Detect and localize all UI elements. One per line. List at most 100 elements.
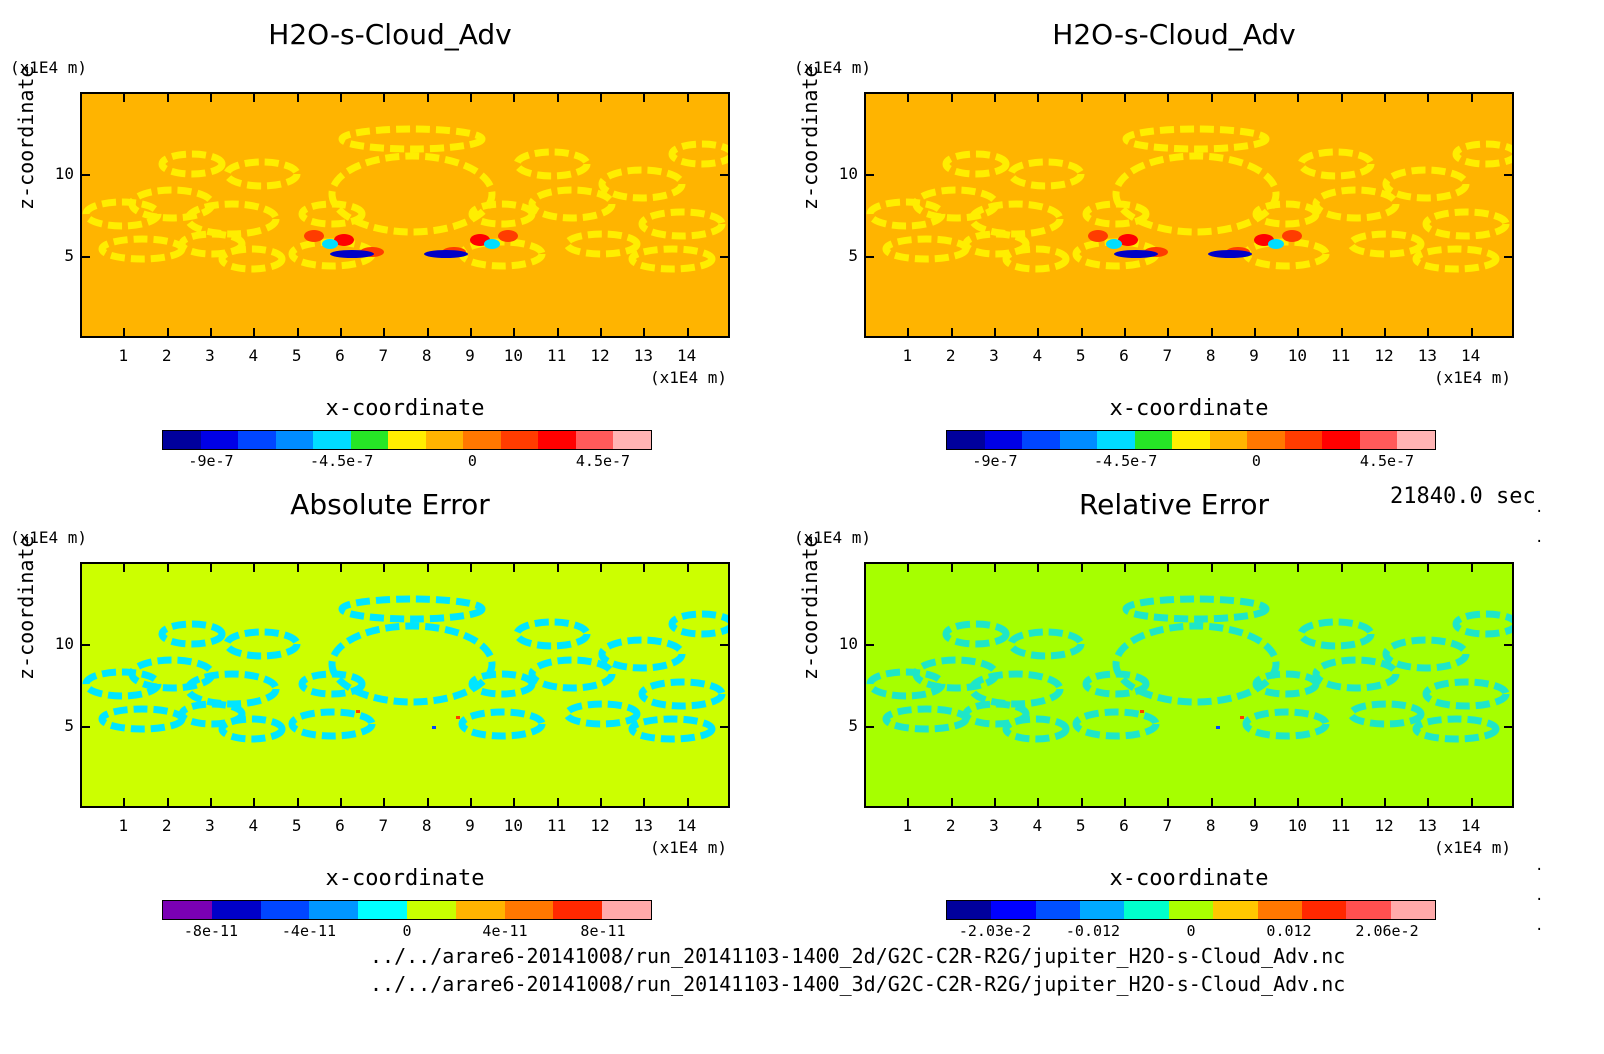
x-tick-label: 5 bbox=[291, 346, 302, 365]
y-tick bbox=[864, 644, 874, 646]
x-tick-top bbox=[513, 92, 516, 102]
y-unit-label: (x1E4 m) bbox=[10, 58, 88, 77]
colorbar-label: 8e-11 bbox=[580, 922, 626, 940]
x-tick-label: 2 bbox=[161, 816, 172, 835]
x-unit-label: (x1E4 m) bbox=[650, 368, 728, 387]
heatmap-contour bbox=[1252, 200, 1320, 228]
x-tick-top bbox=[1470, 92, 1473, 102]
x-tick bbox=[1167, 328, 1170, 338]
chart-title: H2O-s-Cloud_Adv bbox=[268, 18, 512, 51]
heatmap-contour bbox=[1007, 158, 1085, 190]
heatmap-contour bbox=[668, 140, 728, 168]
colorbar-swatch bbox=[1209, 431, 1248, 449]
colorbar-swatch bbox=[1247, 431, 1285, 449]
colorbar-label: -8e-11 bbox=[183, 922, 239, 940]
x-unit-label: (x1E4 m) bbox=[1434, 368, 1512, 387]
colorbar-label: -4.5e-7 bbox=[1094, 452, 1158, 470]
heatmap-contour bbox=[866, 668, 946, 700]
heatmap-extreme-cell bbox=[1208, 250, 1252, 258]
heatmap-extreme-cell bbox=[498, 230, 518, 242]
heatmap-contour bbox=[82, 198, 162, 230]
colorbar bbox=[946, 900, 1436, 920]
x-tick-top bbox=[1340, 92, 1343, 102]
axes: 1 2 3 4 5 6 7 8 9 10 11 12 13 14 5 10 bbox=[55, 92, 730, 365]
heatmap-contour bbox=[1347, 700, 1425, 728]
x-tick-top bbox=[907, 562, 910, 572]
x-tick-label: 14 bbox=[677, 346, 697, 365]
y-tick-right bbox=[720, 256, 730, 258]
heatmap-contour bbox=[338, 595, 486, 623]
x-tick-top bbox=[383, 92, 386, 102]
heatmap-contour bbox=[1412, 715, 1500, 743]
file-path-3d: ../../arare6-20141008/run_20141103-1400_… bbox=[370, 972, 1346, 996]
heatmap-contour bbox=[528, 656, 616, 692]
x-tick-label: 10 bbox=[503, 816, 523, 835]
x-tick-label: 7 bbox=[378, 816, 389, 835]
x-tick bbox=[513, 328, 516, 338]
x-tick bbox=[1167, 798, 1170, 808]
marker-dot: . bbox=[1535, 918, 1544, 934]
x-tick-top bbox=[123, 562, 126, 572]
x-tick bbox=[210, 798, 212, 808]
y-tick-label: 5 bbox=[64, 716, 74, 735]
x-tick-label: 14 bbox=[677, 816, 697, 835]
plot-area bbox=[864, 92, 1514, 338]
x-tick-top bbox=[1080, 562, 1083, 572]
x-tick bbox=[513, 798, 516, 808]
colorbar-swatch bbox=[163, 901, 212, 919]
x-tick-label: 7 bbox=[1162, 346, 1173, 365]
x-tick bbox=[1340, 328, 1343, 338]
colorbar-swatch bbox=[238, 431, 276, 449]
x-tick-label: 1 bbox=[118, 816, 129, 835]
x-axis-label: x-coordinate bbox=[1109, 866, 1269, 891]
x-tick bbox=[166, 328, 169, 338]
x-tick-label: 8 bbox=[421, 346, 432, 365]
heatmap-svg bbox=[866, 94, 1512, 336]
x-tick bbox=[166, 798, 169, 808]
x-unit-label: (x1E4 m) bbox=[650, 838, 728, 857]
x-tick bbox=[1254, 328, 1256, 338]
x-tick-label: 8 bbox=[421, 816, 432, 835]
x-tick-label: 7 bbox=[1162, 816, 1173, 835]
colorbar-label: 4e-11 bbox=[482, 922, 528, 940]
plot-area bbox=[864, 562, 1514, 808]
colorbar-swatch bbox=[1322, 431, 1360, 449]
heatmap-contour bbox=[1242, 708, 1330, 740]
x-tick-top bbox=[383, 562, 386, 572]
colorbar-swatch bbox=[275, 431, 314, 449]
x-tick-label: 3 bbox=[989, 816, 999, 835]
x-tick-top bbox=[470, 92, 472, 102]
colorbar-swatch bbox=[260, 901, 310, 919]
colorbar-label: -4e-11 bbox=[281, 922, 337, 940]
heatmap-contour bbox=[882, 705, 970, 733]
heatmap-contour bbox=[1422, 678, 1510, 710]
colorbar-swatch bbox=[991, 901, 1036, 919]
heatmap-contour bbox=[1412, 245, 1500, 273]
plot-area bbox=[80, 92, 730, 338]
y-axis-label: z-coordinate bbox=[798, 65, 822, 211]
x-tick bbox=[1080, 328, 1083, 338]
x-tick-top bbox=[1037, 92, 1040, 102]
heatmap-contour bbox=[528, 186, 616, 222]
heatmap-contour bbox=[98, 705, 186, 733]
x-tick-top bbox=[1384, 92, 1386, 102]
heatmap-contour bbox=[468, 200, 536, 228]
x-tick-label: 11 bbox=[547, 816, 567, 835]
heatmap-contour bbox=[513, 618, 591, 650]
colorbar-label: 0.012 bbox=[1266, 922, 1312, 940]
x-tick bbox=[1470, 328, 1473, 338]
heatmap-extreme-cell bbox=[334, 234, 354, 246]
heatmap-contour bbox=[513, 148, 591, 180]
x-tick-top bbox=[994, 92, 996, 102]
heatmap-contour bbox=[598, 166, 686, 202]
y-tick-label: 10 bbox=[838, 164, 858, 183]
x-tick bbox=[556, 328, 559, 338]
colorbar-swatch bbox=[575, 431, 614, 449]
heatmap-contour bbox=[1347, 230, 1425, 258]
colorbar-swatch bbox=[1257, 901, 1302, 919]
x-tick-label: 13 bbox=[633, 346, 653, 365]
x-tick-label: 6 bbox=[335, 816, 345, 835]
x-tick-top bbox=[600, 562, 602, 572]
